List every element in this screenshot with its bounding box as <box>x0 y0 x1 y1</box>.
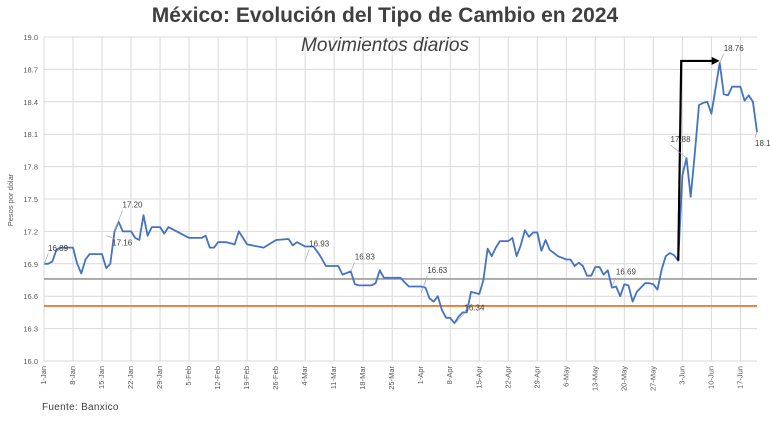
y-tick-label: 18.7 <box>23 65 38 74</box>
x-tick-label: 18-Mar <box>358 366 367 390</box>
data-label: 17.88 <box>671 135 692 144</box>
x-tick-label: 13-May <box>590 366 599 391</box>
y-tick-label: 17.5 <box>23 195 38 204</box>
y-axis-ticks: 16.0 16.3 16.6 16.9 17.2 17.5 17.8 18.1 18.4 18.7… <box>23 33 38 366</box>
x-tick-label: 10-Jun <box>706 366 715 389</box>
data-label: 16.63 <box>427 266 448 275</box>
x-tick-label: 19-Feb <box>242 366 251 390</box>
data-label: 17.16 <box>112 239 133 248</box>
data-label: 18.12 <box>755 139 770 148</box>
label-leader <box>670 144 687 159</box>
gridlines <box>43 36 757 362</box>
y-axis-label: Pesos por dólar <box>6 173 15 226</box>
arrow-annotation <box>677 56 720 261</box>
arrow-head <box>711 56 720 65</box>
x-tick-label: 17-Jun <box>735 366 744 389</box>
x-tick-label: 22-Apr <box>503 366 512 389</box>
data-label: 18.76 <box>724 44 745 53</box>
data-label: 16.34 <box>464 303 485 312</box>
x-tick-label: 5-Feb <box>184 366 193 386</box>
label-leader <box>719 53 725 64</box>
x-tick-label: 26-Feb <box>271 366 280 390</box>
x-tick-label: 1-Apr <box>416 366 425 385</box>
label-leader <box>43 253 49 265</box>
x-axis-ticks: 1-Jan 8-Jan 15-Jan 22-Jan 29-Jan 5-Feb 12-Feb 1… <box>39 366 744 392</box>
series-line <box>44 62 758 325</box>
data-label: 17.20 <box>122 200 143 209</box>
y-tick-label: 16.0 <box>23 357 38 366</box>
source-note: Fuente: Banxico <box>42 402 119 413</box>
label-leader <box>114 210 123 232</box>
y-tick-label: 18.1 <box>23 130 38 139</box>
label-leader <box>350 262 356 272</box>
label-leader <box>454 313 465 325</box>
data-label: 16.93 <box>309 240 330 249</box>
x-tick-label: 4-Mar <box>300 366 309 386</box>
chart-subtitle: Movimientos diarios <box>301 35 469 56</box>
y-tick-label: 16.3 <box>23 325 38 334</box>
x-tick-label: 12-Feb <box>213 366 222 390</box>
label-leader <box>420 275 428 294</box>
label-leader <box>304 249 310 261</box>
chart-title: México: Evolución del Tipo de Cambio en … <box>151 4 619 27</box>
x-tick-label: 27-May <box>648 366 657 391</box>
x-tick-label: 1-Jan <box>39 366 48 385</box>
y-tick-label: 18.4 <box>23 98 38 107</box>
y-tick-label: 16.6 <box>23 292 38 301</box>
x-tick-label: 20-May <box>619 366 628 391</box>
x-tick-label: 8-Apr <box>445 366 454 385</box>
x-tick-label: 15-Apr <box>474 366 483 389</box>
label-leader <box>106 235 113 239</box>
series-group <box>44 62 758 325</box>
y-tick-label: 16.9 <box>23 260 38 269</box>
data-label: 16.89 <box>48 244 69 253</box>
data-label: 16.83 <box>355 252 376 261</box>
y-tick-label: 19.0 <box>23 33 38 42</box>
x-tick-label: 6-May <box>561 366 570 387</box>
data-labels: 16.89 17.20 17.16 16.93 16.83 16.63 16.34 16.69… <box>43 44 770 325</box>
x-tick-label: 15-Jan <box>97 366 106 389</box>
x-tick-label: 11-Mar <box>329 366 338 390</box>
x-tick-label: 3-Jun <box>677 366 686 385</box>
x-tick-label: 29-Jan <box>155 366 164 389</box>
x-tick-label: 22-Jan <box>126 366 135 389</box>
x-tick-label: 29-Apr <box>532 366 541 389</box>
label-leader <box>754 131 758 139</box>
y-tick-label: 17.8 <box>23 163 38 172</box>
x-tick-label: 25-Mar <box>387 366 396 390</box>
y-tick-label: 17.2 <box>23 227 38 236</box>
x-tick-label: 8-Jan <box>68 366 77 385</box>
arrow-line <box>677 59 714 261</box>
label-leader <box>611 277 617 287</box>
data-label: 16.69 <box>616 267 637 276</box>
